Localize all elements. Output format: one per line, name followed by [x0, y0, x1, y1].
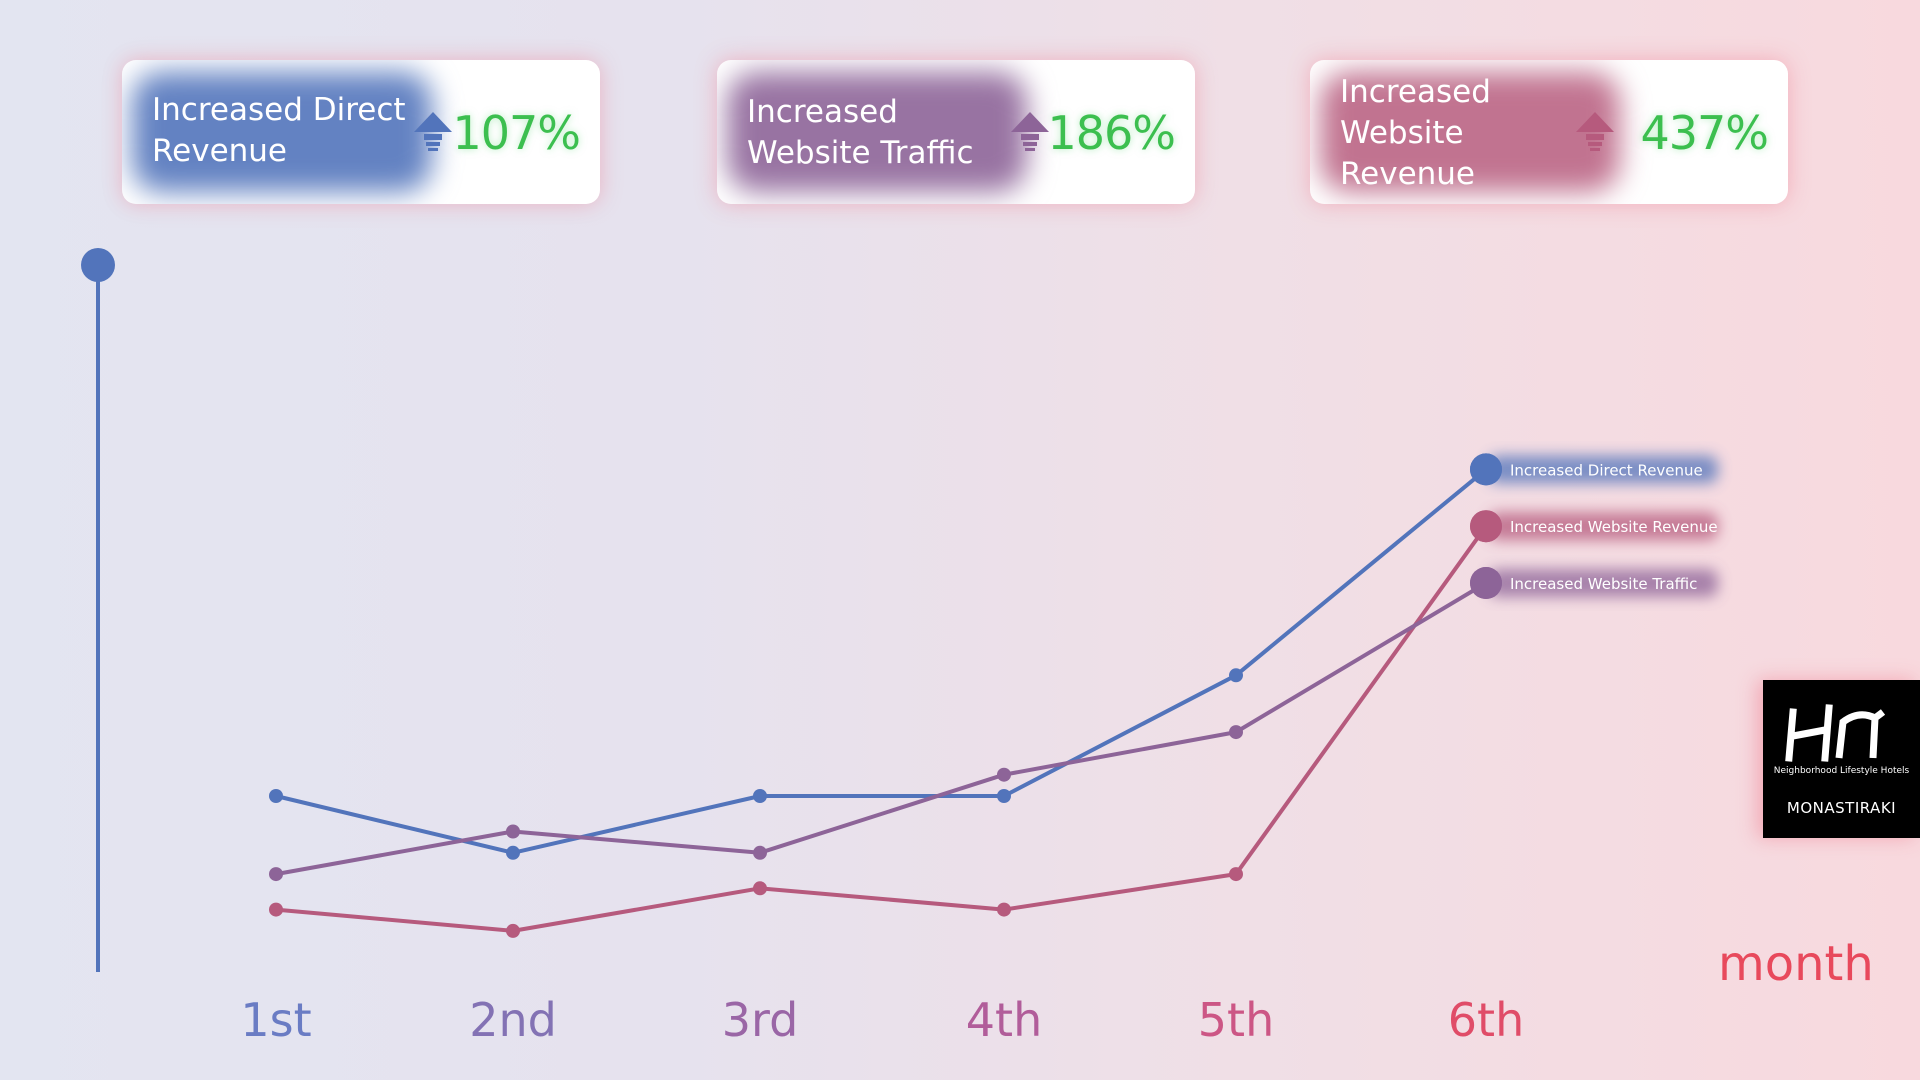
series-label-layer: Increased Direct Revenue Increased Websit…	[1470, 453, 1718, 599]
brand-logo: Neighborhood Lifestyle Hotels MONASTIRAK…	[1763, 680, 1920, 838]
data-point-increased-website-revenue-3rd	[753, 881, 767, 896]
y-axis-cap	[81, 248, 115, 282]
kpi-label-line: Increased	[747, 94, 898, 130]
series-label-glow	[1488, 512, 1718, 541]
series-line-increased-website-traffic	[275, 581, 1488, 877]
data-point-increased-website-traffic-2nd	[506, 824, 520, 839]
data-point-increased-website-traffic-1st	[269, 867, 283, 882]
kpi-value-direct-revenue: 107%	[452, 106, 581, 160]
series-label-increased-website-revenue: Increased Website Revenue	[1510, 518, 1718, 536]
kpi-label-website-traffic: Increased Website Traffic	[747, 92, 1007, 174]
series-line-increased-website-revenue	[275, 525, 1488, 933]
card-glow	[132, 72, 432, 192]
x-tick-label-1st: 1st	[240, 993, 311, 1047]
kpi-value-website-traffic: 186%	[1047, 106, 1176, 160]
kpi-label-direct-revenue: Increased Direct Revenue	[152, 90, 412, 172]
arrow-up-icon	[1011, 112, 1049, 151]
data-point-increased-direct-revenue-3rd	[753, 789, 767, 803]
data-point-increased-website-traffic-3rd	[753, 845, 767, 860]
x-tick-label-4th: 4th	[966, 993, 1042, 1047]
card-glow	[727, 72, 1027, 192]
kpi-label-website-revenue: Increased Website Revenue	[1340, 72, 1600, 195]
kpi-label-line: Revenue	[152, 133, 288, 169]
series-label-increased-website-traffic: Increased Website Traffic	[1510, 575, 1697, 593]
arrow-up-icon	[414, 112, 452, 151]
data-point-increased-direct-revenue-4th	[997, 789, 1011, 803]
data-point-increased-website-revenue-2nd	[506, 923, 520, 938]
logo-tagline: Neighborhood Lifestyle Hotels	[1773, 766, 1910, 776]
kpi-label-line: Website	[1340, 115, 1464, 151]
series-line-increased-direct-revenue	[275, 467, 1488, 855]
x-tick-label-6th: 6th	[1448, 993, 1524, 1047]
kpi-label-line: Increased Direct	[152, 92, 406, 128]
kpi-label-line: Increased	[1340, 74, 1491, 110]
kpi-value-website-revenue: 437%	[1640, 106, 1769, 160]
data-point-increased-website-revenue-5th	[1229, 867, 1243, 882]
kpi-card-website-traffic: Increased Website Traffic 186%	[717, 60, 1195, 204]
card-glow	[1320, 72, 1620, 192]
x-tick-label-3rd: 3rd	[722, 993, 799, 1047]
arrow-up-icon	[1576, 112, 1614, 151]
series-label-increased-direct-revenue: Increased Direct Revenue	[1510, 461, 1703, 479]
data-point-increased-direct-revenue-5th	[1229, 668, 1243, 683]
series-end-marker	[1470, 567, 1502, 599]
kpi-card-direct-revenue: Increased Direct Revenue 107%	[122, 60, 600, 204]
kpi-label-line: Website Traffic	[747, 135, 974, 171]
data-point-increased-website-revenue-1st	[269, 902, 283, 917]
series-layer	[269, 453, 1502, 938]
series-end-marker	[1470, 510, 1502, 543]
x-tick-label-2nd: 2nd	[469, 993, 557, 1047]
series-label-glow	[1488, 455, 1718, 484]
x-tick-label-5th: 5th	[1198, 993, 1274, 1047]
data-point-increased-website-traffic-5th	[1229, 725, 1243, 740]
hn-logo-mark-icon	[1785, 704, 1886, 762]
data-point-increased-website-revenue-4th	[997, 902, 1011, 917]
series-label-glow	[1488, 569, 1718, 597]
x-axis-label: month	[1718, 936, 1874, 992]
data-point-increased-direct-revenue-2nd	[506, 845, 520, 860]
kpi-label-line: Revenue	[1340, 156, 1476, 192]
data-point-increased-direct-revenue-1st	[269, 789, 283, 803]
x-tick-labels: 1st 2nd 3rd 4th 5th 6th	[240, 993, 1524, 1047]
logo-location: MONASTIRAKI	[1786, 799, 1897, 817]
series-end-marker	[1470, 453, 1502, 486]
kpi-card-website-revenue: Increased Website Revenue 437%	[1310, 60, 1788, 204]
data-point-increased-website-traffic-4th	[997, 767, 1011, 782]
